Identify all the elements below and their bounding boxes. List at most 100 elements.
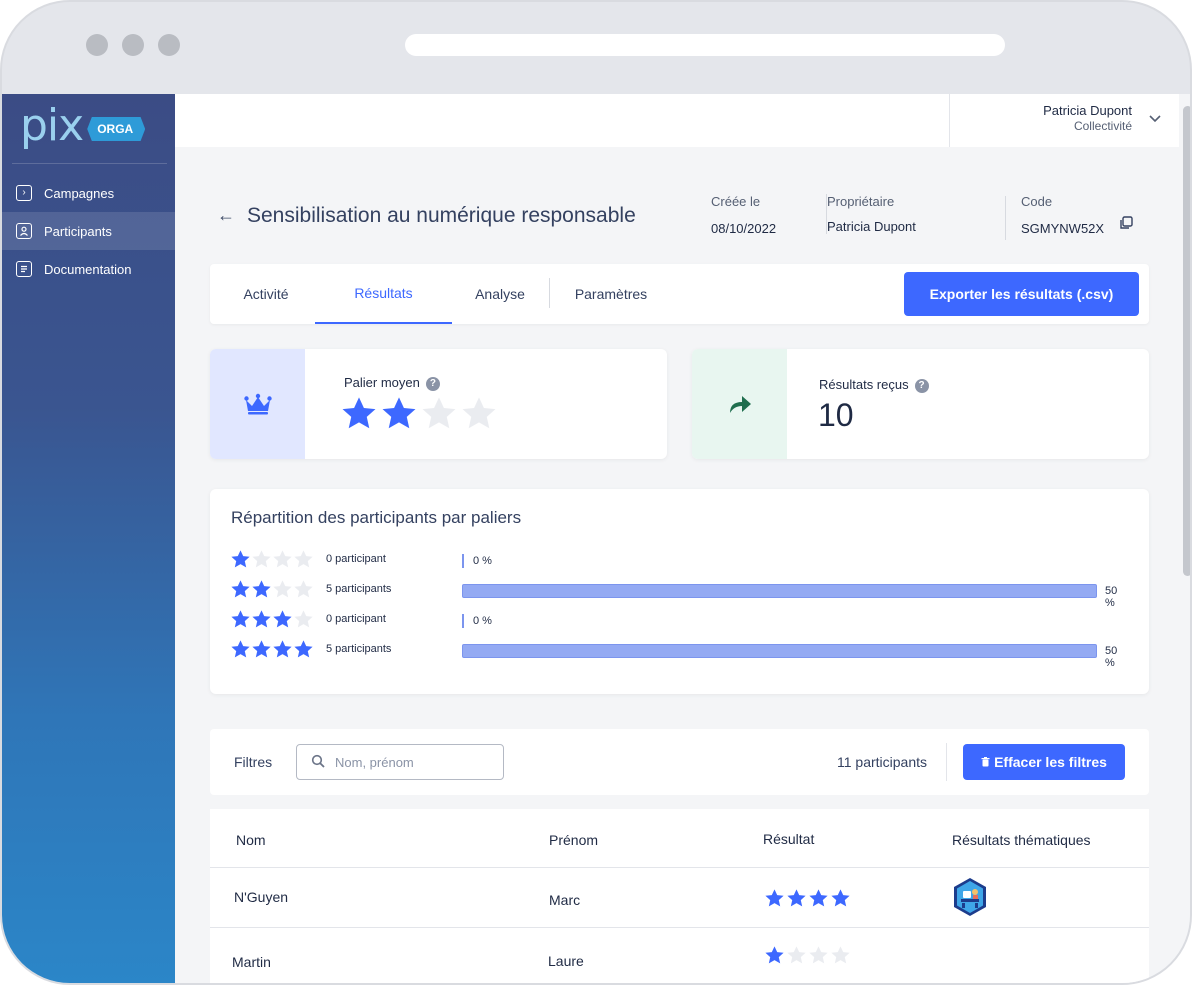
star-filled-icon — [231, 580, 250, 598]
arrow-icon-box — [692, 349, 787, 459]
sidebar-item-documentation[interactable]: Documentation — [2, 250, 175, 288]
received-results-text: Résultats reçus — [819, 377, 909, 392]
tab-activite[interactable]: Activité — [228, 264, 304, 324]
star-filled-icon — [273, 640, 292, 658]
owner-meta: Propriétaire Patricia Dupont — [826, 194, 916, 234]
distribution-row: 0 participant 0 % — [230, 549, 1130, 573]
star-filled-icon — [809, 889, 828, 907]
star-filled-icon — [273, 610, 292, 628]
table-row[interactable]: Martin Laure — [210, 927, 1149, 983]
scrollbar[interactable] — [1183, 106, 1190, 576]
search-field[interactable] — [296, 744, 504, 780]
star-empty-icon — [422, 397, 456, 429]
tab-label: Analyse — [475, 286, 525, 302]
star-filled-icon — [831, 889, 850, 907]
average-level-label: Palier moyen? — [344, 375, 440, 391]
star-filled-icon — [787, 889, 806, 907]
created-value: 08/10/2022 — [711, 221, 777, 236]
chevron-down-icon[interactable] — [1149, 110, 1161, 126]
help-icon[interactable]: ? — [914, 379, 929, 393]
sidebar-item-label: Campagnes — [44, 185, 115, 201]
sidebar-item-participants[interactable]: Participants — [2, 212, 175, 250]
column-header-prenom[interactable]: Prénom — [549, 832, 599, 848]
window-dot[interactable] — [86, 34, 108, 56]
tab-divider — [549, 278, 550, 308]
window-dot[interactable] — [158, 34, 180, 56]
column-header-thematiques[interactable]: Résultats thématiques — [952, 832, 1091, 848]
thematic-badge-icon[interactable] — [950, 877, 990, 917]
tab-analyse[interactable]: Analyse — [462, 264, 538, 324]
star-empty-icon — [294, 580, 313, 598]
distribution-card: Répartition des participants par paliers… — [210, 489, 1149, 694]
user-box-icon — [16, 223, 32, 239]
tab-label: Activité — [243, 286, 289, 302]
distribution-row-track — [462, 584, 1097, 598]
distribution-row-bar — [462, 554, 464, 568]
star-empty-icon — [252, 550, 271, 568]
star-filled-icon — [252, 610, 271, 628]
distribution-row-track — [462, 644, 1097, 658]
distribution-row-count: 5 participants — [326, 643, 392, 655]
sidebar-item-campagnes[interactable]: › Campagnes — [2, 174, 175, 212]
help-icon[interactable]: ? — [425, 377, 440, 391]
received-results-label: Résultats reçus? — [819, 377, 929, 393]
column-header-resultat[interactable]: Résultat — [763, 831, 815, 847]
table-row[interactable]: N'Guyen Marc — [210, 867, 1149, 927]
tab-resultats[interactable]: Résultats — [315, 264, 452, 324]
filters-divider — [946, 743, 947, 781]
cell-nom: Martin — [232, 954, 271, 970]
distribution-row-stars — [230, 639, 314, 660]
logo[interactable]: pix ORGA — [20, 104, 146, 148]
distribution-row: 5 participants 50 % — [230, 639, 1130, 669]
received-results-value: 10 — [818, 397, 854, 433]
back-arrow-icon[interactable]: ← — [217, 205, 235, 225]
window-dot[interactable] — [122, 34, 144, 56]
distribution-row-stars — [230, 549, 314, 570]
code-meta: Code SGMYNW52X — [1021, 194, 1104, 236]
search-icon — [311, 754, 325, 768]
distribution-row: 5 participants 50 % — [230, 579, 1130, 609]
star-empty-icon — [294, 610, 313, 628]
share-arrow-icon — [729, 396, 751, 413]
sidebar-item-label: Documentation — [44, 261, 132, 277]
star-filled-icon — [765, 889, 784, 907]
sidebar-divider — [12, 163, 167, 164]
tab-label: Résultats — [354, 285, 413, 301]
clear-filters-button[interactable]: Effacer les filtres — [963, 744, 1125, 780]
distribution-row-stars — [230, 579, 314, 600]
search-input[interactable] — [335, 753, 495, 771]
created-meta: Créée le 08/10/2022 — [711, 194, 776, 236]
sidebar-item-label: Participants — [44, 223, 112, 239]
participants-table: Nom Prénom Résultat Résultats thématique… — [210, 809, 1149, 983]
app-screen: pix ORGA › Campagnes Participants — [2, 94, 1190, 983]
distribution-row-percent: 0 % — [473, 555, 492, 567]
sidebar: pix ORGA › Campagnes Participants — [2, 94, 175, 983]
address-bar[interactable] — [405, 34, 1005, 56]
star-empty-icon — [787, 946, 806, 964]
user-menu[interactable]: Patricia Dupont Collectivité — [949, 94, 1179, 147]
export-results-button[interactable]: Exporter les résultats (.csv) — [904, 272, 1139, 316]
tab-label: Paramètres — [574, 286, 648, 302]
average-level-card: Palier moyen? — [210, 349, 667, 459]
star-empty-icon — [462, 397, 496, 429]
cell-prenom: Laure — [548, 953, 584, 969]
copy-icon[interactable] — [1119, 216, 1133, 230]
distribution-row-count: 5 participants — [326, 583, 392, 595]
column-header-nom[interactable]: Nom — [236, 832, 266, 848]
distribution-title: Répartition des participants par paliers — [231, 508, 522, 527]
average-level-stars — [340, 395, 498, 433]
distribution-row-percent: 0 % — [473, 615, 492, 627]
received-results-card: Résultats reçus? 10 — [692, 349, 1149, 459]
tabs-bar: Activité Résultats Analyse Paramètres Ex… — [210, 264, 1149, 324]
distribution-row-stars — [230, 609, 314, 630]
tab-parametres[interactable]: Paramètres — [562, 264, 660, 324]
code-label: Code — [1021, 194, 1053, 209]
campaign-header: ← Sensibilisation au numérique responsab… — [217, 194, 1147, 244]
star-filled-icon — [252, 640, 271, 658]
star-empty-icon — [273, 580, 292, 598]
book-icon — [16, 261, 32, 277]
filters-label: Filtres — [234, 754, 273, 770]
distribution-row-count: 0 participant — [326, 553, 386, 565]
chevron-right-box-icon: › — [16, 185, 32, 201]
